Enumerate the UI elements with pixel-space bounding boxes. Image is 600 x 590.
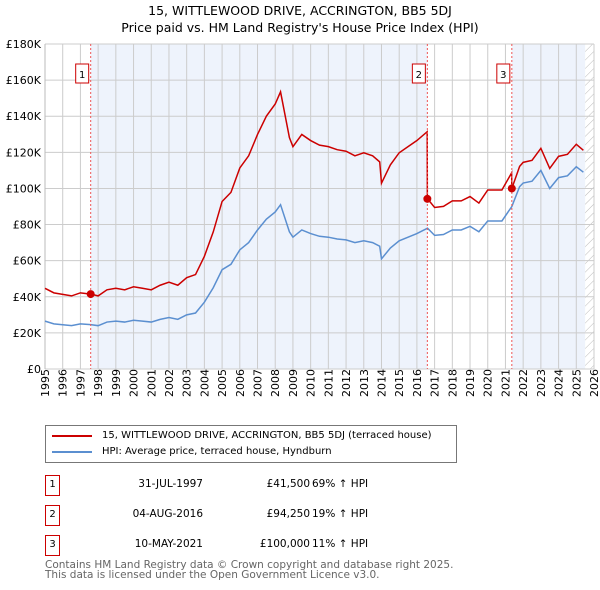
legend-item-property: 15, WITTLEWOOD DRIVE, ACCRINGTON, BB5 5D… bbox=[52, 430, 432, 441]
y-tick-label: £60K bbox=[13, 255, 42, 268]
y-tick-label: £140K bbox=[6, 110, 42, 123]
sale-hpi: 69% ↑ HPI bbox=[312, 478, 369, 490]
hpi-line bbox=[44, 165, 584, 327]
legend-label-hpi: HPI: Average price, terraced house, Hynd… bbox=[102, 446, 332, 457]
x-tick-label: 1998 bbox=[92, 369, 105, 397]
sale-date: 10-MAY-2021 bbox=[134, 538, 203, 550]
title-line-1: 15, WITTLEWOOD DRIVE, ACCRINGTON, BB5 5D… bbox=[148, 3, 452, 18]
x-tick-label: 2000 bbox=[128, 369, 141, 397]
y-tick-label: £0 bbox=[27, 363, 41, 376]
x-tick-label: 2012 bbox=[340, 369, 353, 397]
sale-label-box bbox=[496, 63, 511, 84]
sale-date: 04-AUG-2016 bbox=[132, 508, 203, 520]
sale-row-2: 2 04-AUG-2016 £94,250 19% ↑ HPI bbox=[45, 505, 465, 526]
y-tick-label: £40K bbox=[13, 291, 42, 304]
x-tick-label: 1995 bbox=[39, 369, 52, 397]
sale-label-box bbox=[75, 63, 90, 84]
x-tick-label: 1999 bbox=[110, 369, 123, 397]
x-tick-label: 2014 bbox=[375, 369, 388, 397]
legend-item-hpi: HPI: Average price, terraced house, Hynd… bbox=[52, 446, 332, 457]
x-tick-label: 2015 bbox=[393, 369, 406, 397]
x-tick-label: 2023 bbox=[535, 369, 548, 397]
sale-hpi: 19% ↑ HPI bbox=[312, 508, 369, 520]
sale-number: 3 bbox=[45, 535, 60, 556]
x-tick-label: 2016 bbox=[411, 369, 424, 397]
title-line-2: Price paid vs. HM Land Registry's House … bbox=[121, 20, 479, 35]
legend-swatch-hpi bbox=[52, 450, 92, 453]
sale-row-1: 1 31-JUL-1997 £41,500 69% ↑ HPI bbox=[45, 475, 465, 496]
x-tick-label: 2008 bbox=[269, 369, 282, 397]
sale-date: 31-JUL-1997 bbox=[138, 478, 203, 490]
x-tick-label: 2004 bbox=[198, 369, 211, 397]
footer: Contains HM Land Registry data © Crown c… bbox=[45, 559, 454, 581]
x-tick-label: 2002 bbox=[163, 369, 176, 397]
legend-swatch-property bbox=[52, 434, 92, 437]
footer-line-1: Contains HM Land Registry data © Crown c… bbox=[45, 559, 454, 571]
sale-row-3: 3 10-MAY-2021 £100,000 11% ↑ HPI bbox=[45, 535, 465, 556]
shaded-period bbox=[511, 44, 586, 369]
sale-point bbox=[423, 194, 432, 203]
x-tick-label: 2024 bbox=[553, 369, 566, 397]
price-chart: 1995 1996 1997 1998 1999 2000 2001 2002 2003 2004… bbox=[6, 38, 600, 397]
x-tick-label: 2009 bbox=[287, 369, 300, 397]
x-tick-label: 2005 bbox=[216, 369, 229, 397]
x-tick-label: 2003 bbox=[181, 369, 194, 397]
x-tick-label: 2018 bbox=[446, 369, 459, 397]
legend-label-property: 15, WITTLEWOOD DRIVE, ACCRINGTON, BB5 5D… bbox=[102, 430, 432, 441]
sale-point bbox=[507, 184, 516, 193]
y-tick-label: £100K bbox=[6, 182, 42, 195]
x-tick-label: 1997 bbox=[74, 369, 87, 397]
sale-price: £41,500 bbox=[266, 478, 310, 490]
sale-label-box bbox=[411, 63, 426, 84]
sale-price: £94,250 bbox=[266, 508, 310, 520]
x-tick-label: 2013 bbox=[358, 369, 371, 397]
x-tick-label: 2017 bbox=[429, 369, 442, 397]
y-tick-label: £20K bbox=[13, 327, 42, 340]
legend: 15, WITTLEWOOD DRIVE, ACCRINGTON, BB5 5D… bbox=[45, 425, 457, 463]
x-tick-label: 2019 bbox=[464, 369, 477, 397]
x-tick-label: 2001 bbox=[145, 369, 158, 397]
sale-point bbox=[86, 290, 95, 299]
y-tick-label: £180K bbox=[6, 38, 42, 51]
y-tick-label: £160K bbox=[6, 74, 42, 87]
x-tick-label: 2007 bbox=[252, 369, 265, 397]
sale-label: 3 bbox=[500, 70, 506, 81]
x-tick-label: 2022 bbox=[517, 369, 530, 397]
property-line bbox=[44, 89, 584, 297]
x-tick-label: 2025 bbox=[570, 369, 583, 397]
sale-label: 1 bbox=[79, 70, 85, 81]
y-tick-label: £80K bbox=[13, 219, 42, 232]
sale-number: 2 bbox=[45, 505, 60, 526]
y-tick-label: £120K bbox=[6, 146, 42, 159]
x-tick-label: 2011 bbox=[322, 369, 335, 397]
sale-number: 1 bbox=[45, 475, 60, 496]
shaded-period bbox=[90, 44, 428, 369]
x-tick-label: 1996 bbox=[57, 369, 70, 397]
x-tick-label: 2010 bbox=[305, 369, 318, 397]
x-tick-label: 2021 bbox=[499, 369, 512, 397]
sale-hpi: 11% ↑ HPI bbox=[312, 538, 369, 550]
sale-price: £100,000 bbox=[259, 538, 310, 550]
sale-label: 2 bbox=[416, 70, 422, 81]
x-tick-label: 2020 bbox=[482, 369, 495, 397]
footer-line-2: This data is licensed under the Open Gov… bbox=[45, 569, 380, 581]
forecast-hatch bbox=[585, 44, 594, 369]
chart-title: 15, WITTLEWOOD DRIVE, ACCRINGTON, BB5 5D… bbox=[0, 2, 600, 36]
x-tick-label: 2006 bbox=[234, 369, 247, 397]
x-tick-label: 2026 bbox=[588, 369, 600, 397]
